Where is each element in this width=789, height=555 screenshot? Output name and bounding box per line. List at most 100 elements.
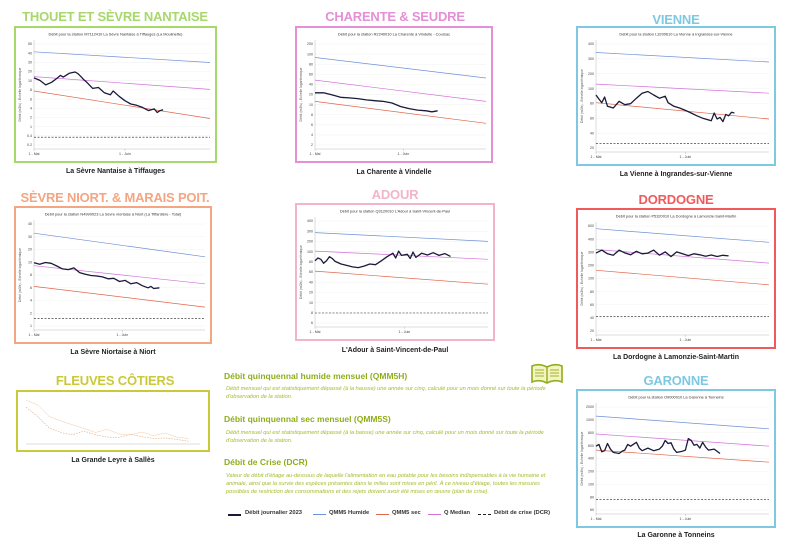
region-title-charente: CHARENTE & SEUDRE <box>325 9 465 24</box>
legend-label-qmm5-sec: QMM5 sec <box>392 510 421 516</box>
y-tick-label: 8 <box>30 88 32 92</box>
series-line-qmm5-sec <box>595 102 770 120</box>
series-line-qmm5-humide <box>595 52 770 63</box>
chart-svg-garonne: Débit pour la station O9000010 La Garonn… <box>580 395 770 521</box>
x-tick-label: 1 - Mai <box>310 152 321 156</box>
y-tick-label: 40 <box>28 51 32 55</box>
chart-svg-cotiers <box>25 400 200 445</box>
chart-svg-thouet: Débit pour la station M7112410 La Sèvre … <box>18 32 211 156</box>
region-title-thouet: THOUET ET SÈVRE NANTAISE <box>22 9 208 24</box>
chart-title: Débit pour la station N4990023 La Sèvre … <box>45 212 182 217</box>
chart-panel-dordogne: Débit pour la station P5320010 La Dordog… <box>576 208 776 349</box>
chart-panel-sevre: Débit pour la station N4990023 La Sèvre … <box>14 206 212 344</box>
definition-text-qmm5s: Débit mensuel qui est statistiquement dé… <box>226 430 544 444</box>
y-tick-label: 400 <box>588 237 594 241</box>
series-line-qmm5-sec <box>314 270 489 285</box>
y-tick-label: 100 <box>588 482 594 486</box>
y-tick-label: 1000 <box>586 418 594 422</box>
y-tick-label: 1 <box>30 324 32 328</box>
chart-panel-vienne: Débit pour la station L3200610 La Vienne… <box>576 26 776 166</box>
y-tick-label: 10 <box>28 79 32 83</box>
region-title-sevre: SÈVRE NIORT. & MARAIS POIT. <box>20 190 210 205</box>
y-tick-label: 4 <box>30 106 32 110</box>
definition-title-qmm5h: Débit quinquennal humide mensuel (QMM5H) <box>224 371 408 381</box>
chart-panel-adour: Débit pour la station Q3120010 L'Adour à… <box>295 203 495 341</box>
x-tick-label: 1 - Juin <box>679 155 691 159</box>
caption-cotiers: La Grande Leyre à Sallès <box>71 457 155 464</box>
y-axis-label: Débit (m3/s) - Echelle logarithmique <box>18 67 22 121</box>
y-tick-label: 800 <box>588 431 594 435</box>
y-tick-label: 10 <box>309 301 313 305</box>
y-axis-label: Débit (m3/s) - Echelle logarithmique <box>18 248 22 302</box>
y-tick-label: 6 <box>30 286 32 290</box>
y-tick-label: 6 <box>311 123 313 127</box>
series-line-debit-journalier-2023 <box>33 71 164 114</box>
series-line-qmm5-sec <box>595 269 770 286</box>
book-icon <box>531 363 563 384</box>
region-title-cotiers: FLEUVES CÔTIERS <box>55 373 175 388</box>
series-line-qmm5-sec <box>33 286 206 308</box>
x-tick-label: 1 - Mai <box>591 338 602 342</box>
chart-svg-dordogne: Débit pour la station P5320010 La Dordog… <box>580 214 770 342</box>
caption-thouet: La Sèvre Nantaise à Tiffauges <box>65 168 166 175</box>
y-tick-label: 10 <box>309 103 313 107</box>
x-tick-label: 1 - Mai <box>29 333 40 337</box>
legend-swatch-q-median <box>428 514 441 515</box>
y-tick-label: 4 <box>311 133 313 137</box>
chart-panel-thouet: Débit pour la station M7112410 La Sèvre … <box>14 26 217 163</box>
y-axis-label: Débit (m3/s) - Echelle logarithmique <box>299 67 303 121</box>
legend-swatch-daily <box>228 514 241 516</box>
y-tick-label: 600 <box>588 224 594 228</box>
caption-adour: L'Adour à Saint-Vincent-de-Paul <box>341 347 449 354</box>
y-tick-label: 20 <box>590 146 594 150</box>
y-tick-label: 200 <box>307 42 313 46</box>
x-tick-label: 1 - Mai <box>310 330 321 334</box>
y-tick-label: 100 <box>307 250 313 254</box>
y-tick-label: 20 <box>590 329 594 333</box>
caption-garonne: La Garonne à Tonneins <box>637 532 715 539</box>
y-tick-label: 8 <box>30 273 32 277</box>
y-tick-label: 2 <box>30 116 32 120</box>
series-line-q-median <box>595 433 770 447</box>
legend-swatch-qmm5-humide <box>313 514 326 515</box>
region-title-dordogne: DORDOGNE <box>638 192 714 207</box>
caption-vienne: La Vienne à Ingrandes-sur-Vienne <box>619 171 733 178</box>
legend-label-qmm5-humide: QMM5 Humide <box>329 510 370 516</box>
y-tick-label: 100 <box>588 87 594 91</box>
series-line-qmm5-humide <box>33 51 211 63</box>
caption-dordogne: La Dordogne à Lamonzie-Saint-Martin <box>612 354 739 361</box>
legend-label-daily: Débit journalier 2023 <box>245 510 303 516</box>
region-title-adour: ADOUR <box>371 187 419 202</box>
chart-svg-charente: Débit pour la station R2240010 La Charen… <box>299 32 487 156</box>
definition-text-qmm5h: Débit mensuel qui est statistiquement dé… <box>226 386 546 400</box>
chart-svg-vienne: Débit pour la station L3200610 La Vienne… <box>580 32 770 159</box>
definition-text-dcr: Valeur de débit d'étiage au-dessous de l… <box>226 473 546 495</box>
chart-title: Débit pour la station P5320010 La Dordog… <box>616 214 736 219</box>
series-line-qmm5-sec <box>314 101 487 124</box>
chart-title: Débit pour la station O9000010 La Garonn… <box>628 395 723 400</box>
chart-svg-adour: Débit pour la station Q3120010 L'Adour à… <box>299 209 489 334</box>
series-line-debit-journalier-2023 <box>595 90 735 123</box>
series-line-q-median <box>314 79 487 102</box>
region-title-vienne: VIENNE <box>652 12 700 27</box>
y-tick-label: 40 <box>590 131 594 135</box>
y-axis-label: Débit (m3/s) - Echelle logarithmique <box>580 69 584 123</box>
y-tick-label: 400 <box>307 219 313 223</box>
x-tick-label: 1 - Juin <box>397 152 409 156</box>
definition-title-qmm5s: Débit quinquennal sec mensuel (QMM5S) <box>224 414 391 424</box>
y-axis-label: Débit (m3/s) - Echelle logarithmique <box>580 431 584 485</box>
chart-panel-garonne: Débit pour la station O9000010 La Garonn… <box>576 389 776 528</box>
y-tick-label: 10 <box>28 260 32 264</box>
series-line-qmm5-sec <box>33 90 211 119</box>
y-tick-label: 600 <box>588 444 594 448</box>
series-line-debit-journalier-2023 <box>595 437 721 455</box>
x-tick-label: 1 - Juin <box>116 333 128 337</box>
chart-title: Débit pour la station M7112410 La Sèvre … <box>49 32 184 37</box>
chart-svg-sevre: Débit pour la station N4990023 La Sèvre … <box>18 212 206 337</box>
chart-title: Débit pour la station Q3120010 L'Adour à… <box>340 209 450 214</box>
series-line-qmm5-humide <box>314 232 489 242</box>
y-tick-label: 200 <box>307 240 313 244</box>
y-tick-label: 0.4 <box>27 134 32 138</box>
x-tick-label: 1 - Mai <box>591 155 602 159</box>
x-tick-label: 1 - Mai <box>591 517 602 521</box>
